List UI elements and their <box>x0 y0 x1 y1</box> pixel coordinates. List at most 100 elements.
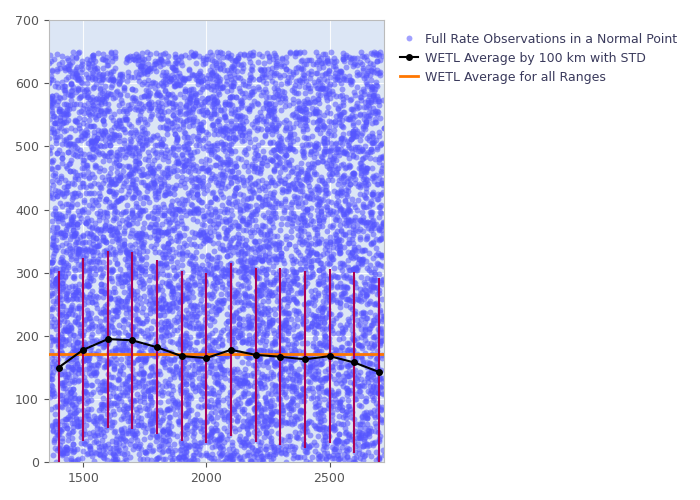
Full Rate Observations in a Normal Point <box>148 362 159 370</box>
Full Rate Observations in a Normal Point <box>173 418 184 426</box>
Full Rate Observations in a Normal Point <box>195 78 206 86</box>
Full Rate Observations in a Normal Point <box>183 444 194 452</box>
Full Rate Observations in a Normal Point <box>125 286 136 294</box>
Full Rate Observations in a Normal Point <box>104 148 116 156</box>
Full Rate Observations in a Normal Point <box>150 410 161 418</box>
Full Rate Observations in a Normal Point <box>167 144 178 152</box>
Full Rate Observations in a Normal Point <box>163 348 174 356</box>
Full Rate Observations in a Normal Point <box>369 282 380 290</box>
Full Rate Observations in a Normal Point <box>367 92 378 100</box>
Full Rate Observations in a Normal Point <box>64 444 75 452</box>
Full Rate Observations in a Normal Point <box>198 274 209 282</box>
Full Rate Observations in a Normal Point <box>368 254 379 262</box>
Full Rate Observations in a Normal Point <box>223 146 235 154</box>
Full Rate Observations in a Normal Point <box>259 70 270 78</box>
Full Rate Observations in a Normal Point <box>169 226 180 234</box>
Full Rate Observations in a Normal Point <box>233 320 244 328</box>
Full Rate Observations in a Normal Point <box>232 383 243 391</box>
Full Rate Observations in a Normal Point <box>322 162 333 170</box>
Full Rate Observations in a Normal Point <box>319 332 330 340</box>
Full Rate Observations in a Normal Point <box>181 422 193 430</box>
Full Rate Observations in a Normal Point <box>114 174 125 182</box>
Full Rate Observations in a Normal Point <box>46 354 57 362</box>
Full Rate Observations in a Normal Point <box>122 220 134 228</box>
Full Rate Observations in a Normal Point <box>226 450 237 458</box>
Full Rate Observations in a Normal Point <box>239 146 251 154</box>
Full Rate Observations in a Normal Point <box>260 358 272 366</box>
Full Rate Observations in a Normal Point <box>162 301 174 309</box>
Full Rate Observations in a Normal Point <box>208 125 219 133</box>
Full Rate Observations in a Normal Point <box>298 397 309 405</box>
Full Rate Observations in a Normal Point <box>173 243 184 251</box>
Full Rate Observations in a Normal Point <box>346 249 358 257</box>
Full Rate Observations in a Normal Point <box>253 353 264 361</box>
Full Rate Observations in a Normal Point <box>183 66 195 74</box>
Full Rate Observations in a Normal Point <box>158 260 169 268</box>
Full Rate Observations in a Normal Point <box>73 364 84 372</box>
Full Rate Observations in a Normal Point <box>313 90 324 98</box>
Full Rate Observations in a Normal Point <box>332 198 344 205</box>
Full Rate Observations in a Normal Point <box>122 68 134 76</box>
Full Rate Observations in a Normal Point <box>294 50 305 58</box>
Full Rate Observations in a Normal Point <box>90 372 101 380</box>
Full Rate Observations in a Normal Point <box>106 187 118 195</box>
Full Rate Observations in a Normal Point <box>74 124 85 132</box>
Full Rate Observations in a Normal Point <box>256 412 267 420</box>
Full Rate Observations in a Normal Point <box>295 214 306 222</box>
Full Rate Observations in a Normal Point <box>323 452 335 460</box>
Full Rate Observations in a Normal Point <box>243 312 254 320</box>
Full Rate Observations in a Normal Point <box>172 136 183 144</box>
Full Rate Observations in a Normal Point <box>245 179 256 187</box>
Full Rate Observations in a Normal Point <box>139 193 150 201</box>
Full Rate Observations in a Normal Point <box>186 173 197 181</box>
Full Rate Observations in a Normal Point <box>292 307 303 315</box>
Full Rate Observations in a Normal Point <box>113 375 124 383</box>
Full Rate Observations in a Normal Point <box>94 352 106 360</box>
Full Rate Observations in a Normal Point <box>120 58 131 66</box>
Full Rate Observations in a Normal Point <box>351 104 362 112</box>
Full Rate Observations in a Normal Point <box>304 257 315 265</box>
Full Rate Observations in a Normal Point <box>171 102 182 110</box>
Full Rate Observations in a Normal Point <box>186 350 197 358</box>
Full Rate Observations in a Normal Point <box>363 359 374 367</box>
Full Rate Observations in a Normal Point <box>342 362 353 370</box>
Full Rate Observations in a Normal Point <box>62 450 73 458</box>
Full Rate Observations in a Normal Point <box>57 302 68 310</box>
Full Rate Observations in a Normal Point <box>134 148 145 156</box>
Full Rate Observations in a Normal Point <box>370 78 382 86</box>
Full Rate Observations in a Normal Point <box>267 268 278 276</box>
Full Rate Observations in a Normal Point <box>128 430 139 438</box>
Full Rate Observations in a Normal Point <box>75 320 86 328</box>
Full Rate Observations in a Normal Point <box>336 226 347 234</box>
Full Rate Observations in a Normal Point <box>212 356 223 364</box>
Full Rate Observations in a Normal Point <box>126 265 137 273</box>
Full Rate Observations in a Normal Point <box>131 185 142 193</box>
Full Rate Observations in a Normal Point <box>181 283 193 291</box>
Full Rate Observations in a Normal Point <box>78 208 89 216</box>
Full Rate Observations in a Normal Point <box>250 286 261 294</box>
Full Rate Observations in a Normal Point <box>63 397 74 405</box>
Full Rate Observations in a Normal Point <box>274 416 285 424</box>
Full Rate Observations in a Normal Point <box>117 282 128 290</box>
Full Rate Observations in a Normal Point <box>186 310 197 318</box>
Full Rate Observations in a Normal Point <box>85 182 97 190</box>
Full Rate Observations in a Normal Point <box>330 239 342 247</box>
Full Rate Observations in a Normal Point <box>153 81 164 89</box>
Full Rate Observations in a Normal Point <box>270 123 281 131</box>
Full Rate Observations in a Normal Point <box>272 94 284 102</box>
Full Rate Observations in a Normal Point <box>317 126 328 134</box>
Full Rate Observations in a Normal Point <box>200 350 211 358</box>
Full Rate Observations in a Normal Point <box>109 456 120 464</box>
Full Rate Observations in a Normal Point <box>126 85 137 93</box>
Full Rate Observations in a Normal Point <box>304 378 316 386</box>
Full Rate Observations in a Normal Point <box>94 450 106 458</box>
Full Rate Observations in a Normal Point <box>287 394 298 402</box>
Full Rate Observations in a Normal Point <box>174 81 186 89</box>
Full Rate Observations in a Normal Point <box>372 412 384 420</box>
Full Rate Observations in a Normal Point <box>68 445 79 453</box>
Full Rate Observations in a Normal Point <box>374 68 386 76</box>
Full Rate Observations in a Normal Point <box>334 118 345 126</box>
Full Rate Observations in a Normal Point <box>117 323 128 331</box>
Full Rate Observations in a Normal Point <box>237 273 248 281</box>
Full Rate Observations in a Normal Point <box>260 422 271 430</box>
